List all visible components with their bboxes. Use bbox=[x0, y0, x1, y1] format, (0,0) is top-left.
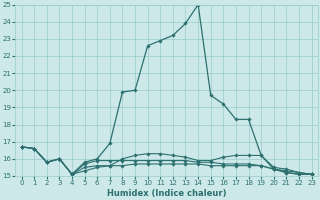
X-axis label: Humidex (Indice chaleur): Humidex (Indice chaleur) bbox=[107, 189, 226, 198]
